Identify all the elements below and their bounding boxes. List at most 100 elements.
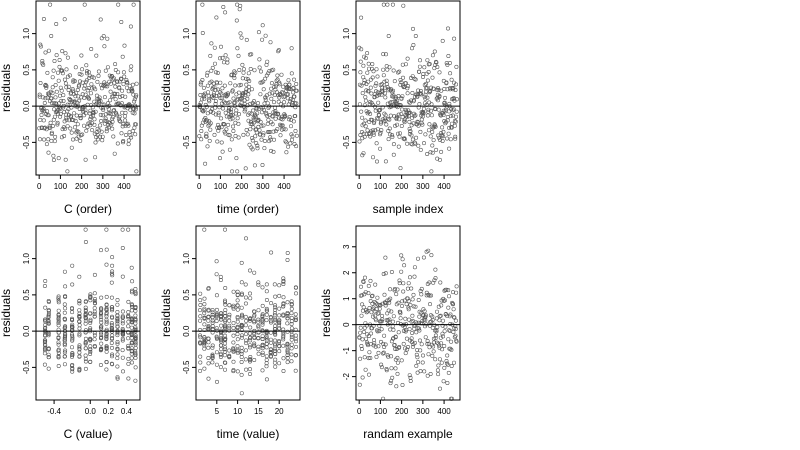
data-point [277,343,282,348]
data-point [273,351,278,356]
data-point [407,327,412,332]
data-point [264,377,269,382]
data-point [133,352,138,357]
data-point [441,129,446,134]
x-tick-label: 400 [437,407,451,416]
data-point [396,300,401,305]
data-point [99,119,104,124]
data-point [219,313,224,318]
data-point [377,92,382,97]
data-point [291,90,296,95]
data-point [86,96,91,101]
data-point [451,307,456,312]
data-point [268,40,273,45]
data-point [62,362,67,367]
data-point [210,343,215,348]
data-point [104,262,109,267]
data-point [377,107,382,112]
data-point [206,355,211,360]
x-axis-label: sample index [373,202,444,216]
data-point [256,282,261,287]
data-point [109,361,114,366]
data-point [59,98,64,103]
data-point [204,134,209,139]
data-point [416,123,421,128]
data-point [281,90,286,95]
data-point [372,104,377,109]
points [198,227,298,396]
data-point [405,91,410,96]
data-point [375,311,380,316]
data-point [429,253,434,258]
data-point [414,321,419,326]
data-point [264,318,269,323]
data-point [109,280,114,285]
data-point [281,281,286,286]
data-point [199,97,204,102]
data-point [92,343,97,348]
data-point [247,84,252,89]
data-point [285,329,290,334]
data-point [377,108,382,113]
data-point [217,125,222,130]
data-point [374,67,379,72]
data-point [109,295,114,300]
data-point [118,95,123,100]
data-point [218,343,223,348]
data-point [216,112,221,117]
data-point [98,315,103,320]
data-point [409,133,414,138]
data-point [119,101,124,106]
data-point [77,83,82,88]
data-point [113,92,118,97]
data-point [276,111,281,116]
data-point [258,69,263,74]
data-point [103,84,108,89]
data-point [63,157,68,162]
data-point [359,343,364,348]
data-point [262,101,267,106]
data-point [38,42,43,47]
data-point [417,314,422,319]
data-point [58,114,63,119]
data-point [121,140,126,145]
data-point [268,347,273,352]
data-point [419,342,424,347]
data-point [359,109,364,114]
data-point [56,308,61,313]
data-point [411,42,416,47]
data-point [423,81,428,86]
data-point [259,137,264,142]
points [37,2,139,174]
y-axis-label: residuals [159,64,173,112]
data-point [130,82,135,87]
data-point [361,151,366,156]
data-point [129,316,134,321]
data-point [412,76,417,81]
data-point [215,336,220,341]
data-point [208,121,213,126]
data-point [217,105,222,110]
x-tick-label: 300 [416,182,430,191]
data-point [133,326,138,331]
data-point [126,319,131,324]
data-point [110,354,115,359]
data-point [277,283,282,288]
data-point [113,62,118,67]
data-point [249,52,254,57]
data-point [227,354,232,359]
data-point [448,328,453,333]
data-point [223,300,228,305]
data-point [424,85,429,90]
data-point [98,325,103,330]
data-point [198,308,203,313]
data-point [445,380,450,385]
data-point [289,306,294,311]
data-point [399,358,404,363]
data-point [133,345,138,350]
data-point [82,113,87,118]
data-point [212,93,217,98]
data-point [423,313,428,318]
data-point [127,83,132,88]
